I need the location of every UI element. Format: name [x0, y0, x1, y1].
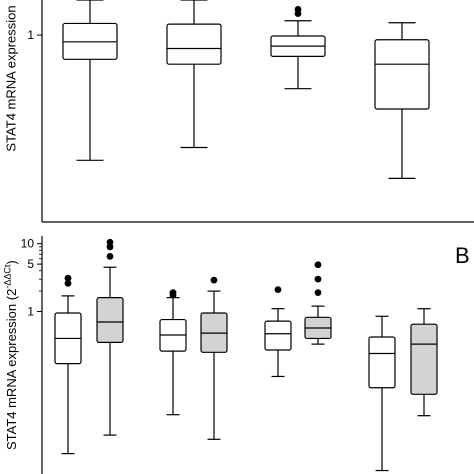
y-tick-label-1-2: 10	[21, 237, 35, 251]
outlier-point	[64, 274, 72, 282]
box-body	[410, 323, 438, 395]
panel-b-y-axis-label-suffix: )	[4, 260, 20, 265]
panel-b-y-axis-label-superscript: -ΔΔCt	[2, 264, 13, 289]
outlier-point	[314, 275, 322, 283]
box-1-2	[159, 289, 187, 416]
panel-b-y-axis-label: STAT4 mRNA expression (2-ΔΔCt)	[3, 260, 19, 450]
box-1-0	[54, 274, 82, 455]
box-body	[374, 39, 430, 110]
y-tick-label-1-1: 5	[27, 257, 34, 271]
box-1-7	[410, 308, 438, 417]
box-0-1	[166, 0, 222, 149]
y-tick-label-1-0: 1	[27, 304, 34, 318]
box-0-2	[270, 6, 326, 90]
box-1-1	[96, 238, 124, 436]
outlier-point	[64, 279, 72, 287]
box-0-0	[62, 0, 118, 161]
outlier-point	[169, 289, 177, 297]
panel-a-y-axis-label: STAT4 mRNA expression	[4, 5, 19, 151]
box-1-4	[264, 286, 292, 378]
panel-a: 1	[27, 0, 474, 223]
outlier-point	[294, 6, 302, 13]
box-body	[264, 320, 292, 351]
outlier-point	[314, 289, 322, 297]
box-1-6	[368, 315, 396, 472]
outlier-point	[106, 253, 114, 260]
panel-b-y-axis-label-text: STAT4 mRNA expression (2	[4, 288, 20, 451]
box-body	[96, 297, 124, 343]
box-body	[368, 336, 396, 389]
y-tick-label-0-0: 1	[27, 28, 34, 42]
outlier-point	[106, 238, 114, 246]
panel-b-label: B	[455, 243, 470, 268]
panel-a-y-axis-label-text: STAT4 mRNA expression	[3, 4, 19, 152]
outlier-point	[314, 261, 322, 269]
outlier-point	[210, 276, 218, 284]
box-body	[166, 23, 222, 65]
box-1-5	[304, 261, 332, 345]
box-1-3	[200, 276, 228, 440]
box-0-3	[374, 22, 430, 179]
outlier-point	[274, 286, 282, 294]
